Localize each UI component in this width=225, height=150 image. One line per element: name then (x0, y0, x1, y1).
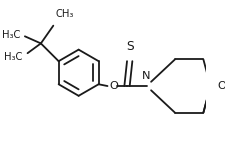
Text: O: O (109, 81, 118, 91)
Text: S: S (126, 40, 133, 53)
Text: O: O (218, 81, 225, 91)
Text: H₃C: H₃C (4, 52, 22, 62)
Text: N: N (142, 71, 151, 81)
Text: CH₃: CH₃ (55, 9, 73, 20)
Text: H₃C: H₃C (2, 30, 20, 40)
